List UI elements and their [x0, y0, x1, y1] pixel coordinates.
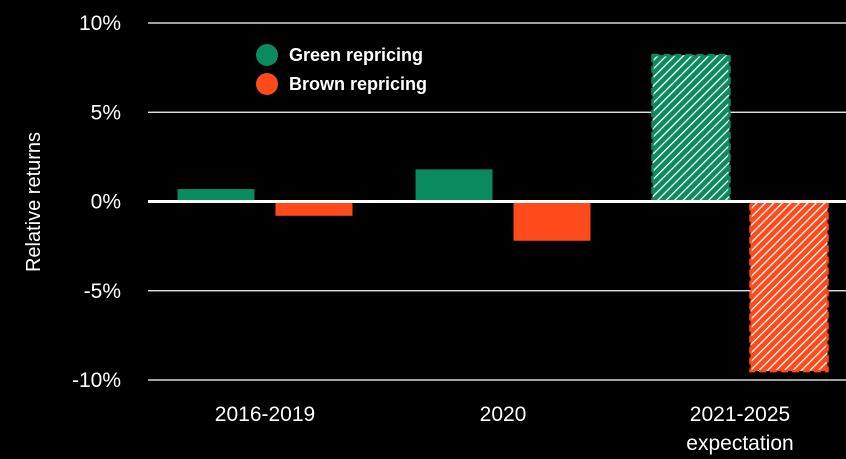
brown-bar-2016-2019 [275, 201, 353, 216]
green-bar-2020 [415, 169, 493, 202]
y-tick-label: 0% [91, 191, 121, 214]
y-tick-label: 5% [91, 101, 121, 124]
y-tick-label: 10% [79, 12, 121, 35]
brown-bar-2020 [513, 201, 591, 241]
green-bar-2021-2025-expectation [651, 53, 731, 203]
x-axis-categories: 2016-2019 2020 2021-2025 expectation [215, 403, 794, 455]
y-tick-label: -10% [72, 369, 121, 392]
green-legend-marker [256, 44, 278, 66]
legend-label: Brown repricing [289, 74, 427, 94]
x-category-label: 2020 [480, 403, 527, 426]
y-tick-label: -5% [84, 280, 121, 303]
x-category-label: expectation [686, 432, 793, 455]
x-category-label: 2021-2025 [690, 403, 790, 426]
y-axis-label: Relative returns [23, 132, 45, 272]
legend-label: Green repricing [289, 45, 423, 65]
legend: Green repricing Brown repricing [256, 44, 427, 95]
bars [177, 53, 829, 373]
y-axis-ticks: 10% 5% 0% -5% -10% [72, 12, 121, 392]
brown-bar-2021-2025-expectation [749, 200, 829, 373]
green-bar-2016-2019 [177, 189, 255, 202]
x-category-label: 2016-2019 [215, 403, 315, 426]
brown-legend-marker [256, 73, 278, 95]
